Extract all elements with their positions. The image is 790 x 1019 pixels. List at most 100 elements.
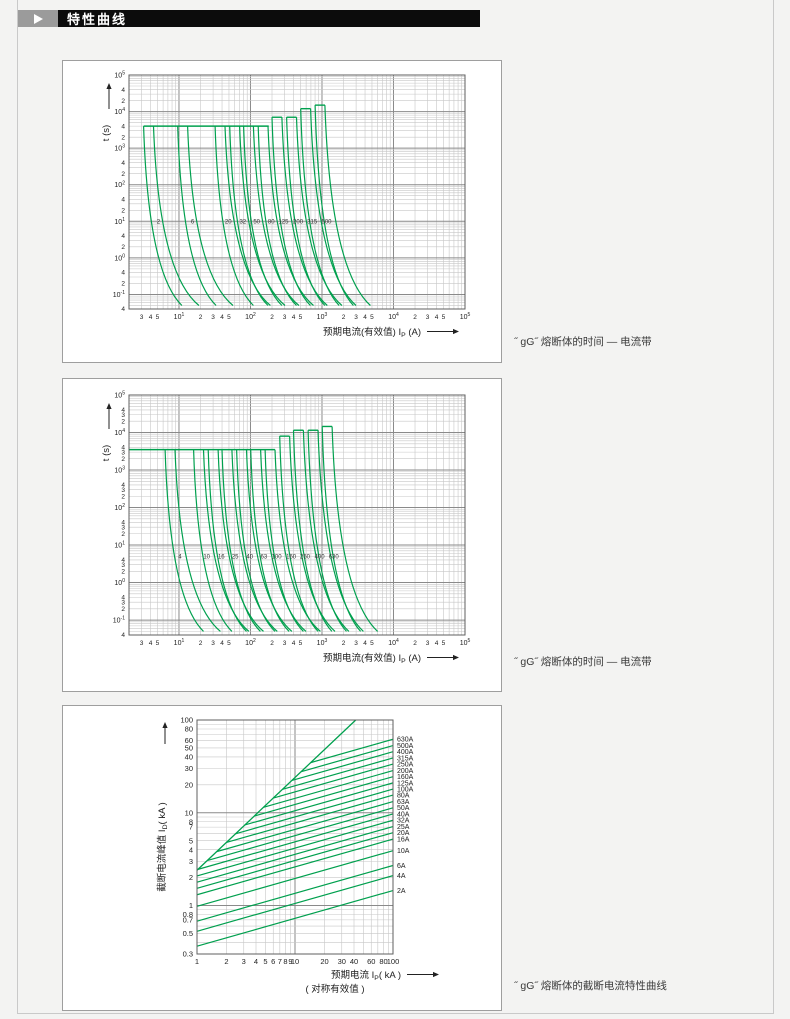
svg-text:4: 4 (149, 640, 153, 647)
svg-text:5: 5 (156, 314, 160, 321)
svg-text:4A: 4A (397, 873, 406, 880)
svg-text:40A: 40A (397, 811, 410, 818)
svg-text:10: 10 (185, 808, 193, 817)
svg-text:50A: 50A (397, 805, 410, 812)
svg-text:102: 102 (114, 503, 125, 512)
svg-text:2: 2 (199, 314, 203, 321)
svg-text:103: 103 (114, 466, 125, 475)
svg-text:3: 3 (354, 314, 358, 321)
svg-text:4: 4 (149, 314, 153, 321)
svg-text:0.5: 0.5 (183, 929, 193, 938)
svg-text:50: 50 (185, 744, 193, 753)
svg-text:4: 4 (220, 640, 224, 647)
cutoff-current-chart: 1 2 3 4 5 6 7 8 910 20 30 40 60 80 1001008060504030201… (156, 716, 439, 995)
svg-text:10A: 10A (397, 848, 410, 855)
svg-text:105: 105 (460, 638, 471, 647)
svg-text:125: 125 (278, 219, 289, 225)
svg-text:2: 2 (121, 418, 125, 425)
svg-text:5: 5 (227, 314, 231, 321)
svg-text:4: 4 (189, 845, 193, 854)
chart1-caption: ˝ gG˝ 熔断体的时间 — 电流带 (514, 336, 652, 348)
svg-text:4: 4 (121, 520, 125, 527)
chart2-caption: ˝ gG˝ 熔断体的时间 — 电流带 (514, 656, 652, 668)
svg-text:4: 4 (435, 314, 439, 321)
svg-text:250A: 250A (397, 761, 414, 768)
svg-text:4: 4 (121, 233, 125, 240)
svg-text:3: 3 (211, 314, 215, 321)
svg-text:4: 4 (121, 632, 125, 639)
svg-text:2: 2 (121, 171, 125, 178)
svg-text:160: 160 (286, 554, 297, 560)
svg-text:102: 102 (245, 638, 256, 647)
svg-text:t (s): t (s) (101, 125, 112, 141)
svg-text:16A: 16A (397, 836, 410, 843)
svg-text:6: 6 (191, 219, 195, 225)
svg-text:630A: 630A (397, 737, 414, 744)
svg-text:2: 2 (413, 640, 417, 647)
svg-text:6: 6 (271, 957, 275, 966)
svg-text:10: 10 (291, 957, 299, 966)
svg-text:104: 104 (114, 428, 125, 437)
svg-text:10: 10 (203, 554, 210, 560)
svg-text:截断电流峰值 ID( kA ): 截断电流峰值 ID( kA ) (156, 802, 169, 891)
svg-text:105: 105 (114, 391, 125, 400)
svg-text:预期电流(有效值) IP (A): 预期电流(有效值) IP (A) (323, 652, 421, 665)
svg-text:8: 8 (189, 817, 193, 826)
svg-text:100: 100 (114, 578, 125, 587)
svg-text:4: 4 (220, 314, 224, 321)
svg-text:3: 3 (283, 640, 287, 647)
svg-text:2: 2 (413, 314, 417, 321)
svg-text:200A: 200A (397, 768, 414, 775)
svg-text:104: 104 (388, 312, 399, 321)
svg-text:5: 5 (299, 314, 303, 321)
svg-text:3: 3 (426, 640, 430, 647)
svg-text:500A: 500A (397, 743, 414, 750)
svg-text:3: 3 (121, 562, 125, 569)
svg-text:25A: 25A (397, 824, 410, 831)
svg-text:20: 20 (185, 780, 193, 789)
svg-text:3: 3 (121, 449, 125, 456)
svg-text:5: 5 (156, 640, 160, 647)
svg-text:63A: 63A (397, 799, 410, 806)
chart-panel-2: 101 102 103 104 105 3 4 5 2 3 4 5 2 3 4 5 2 3 4 5 2 3 4 5 105 104… (62, 378, 502, 692)
svg-text:103: 103 (114, 144, 125, 153)
svg-text:40: 40 (185, 753, 193, 762)
svg-text:80: 80 (379, 957, 387, 966)
svg-text:2: 2 (121, 531, 125, 538)
svg-text:2: 2 (121, 456, 125, 463)
svg-text:3: 3 (189, 857, 193, 866)
svg-text:2: 2 (270, 640, 274, 647)
play-triangle-icon (18, 10, 58, 27)
svg-text:103: 103 (317, 312, 328, 321)
svg-text:1: 1 (195, 957, 199, 966)
svg-text:2: 2 (121, 568, 125, 575)
svg-text:100A: 100A (397, 786, 414, 793)
svg-text:1: 1 (189, 901, 193, 910)
svg-text:105: 105 (460, 312, 471, 321)
svg-text:4: 4 (121, 123, 125, 130)
svg-text:3: 3 (211, 640, 215, 647)
svg-text:5: 5 (263, 957, 267, 966)
svg-text:7: 7 (189, 823, 193, 832)
svg-text:3: 3 (242, 957, 246, 966)
svg-text:2: 2 (342, 640, 346, 647)
svg-text:3: 3 (426, 314, 430, 321)
svg-text:5: 5 (299, 640, 303, 647)
svg-text:4: 4 (121, 270, 125, 277)
svg-text:2: 2 (342, 314, 346, 321)
svg-text:105: 105 (114, 71, 125, 80)
svg-text:102: 102 (245, 312, 256, 321)
svg-text:40: 40 (246, 554, 253, 560)
svg-text:315A: 315A (397, 755, 414, 762)
svg-text:400A: 400A (397, 749, 414, 756)
svg-text:3: 3 (121, 524, 125, 531)
svg-text:7: 7 (278, 957, 282, 966)
svg-text:4: 4 (121, 482, 125, 489)
svg-text:4: 4 (121, 557, 125, 564)
svg-text:0.8: 0.8 (183, 910, 193, 919)
svg-text:3: 3 (140, 314, 144, 321)
svg-text:9: 9 (288, 957, 292, 966)
svg-text:63: 63 (261, 554, 268, 560)
svg-text:16: 16 (218, 554, 225, 560)
